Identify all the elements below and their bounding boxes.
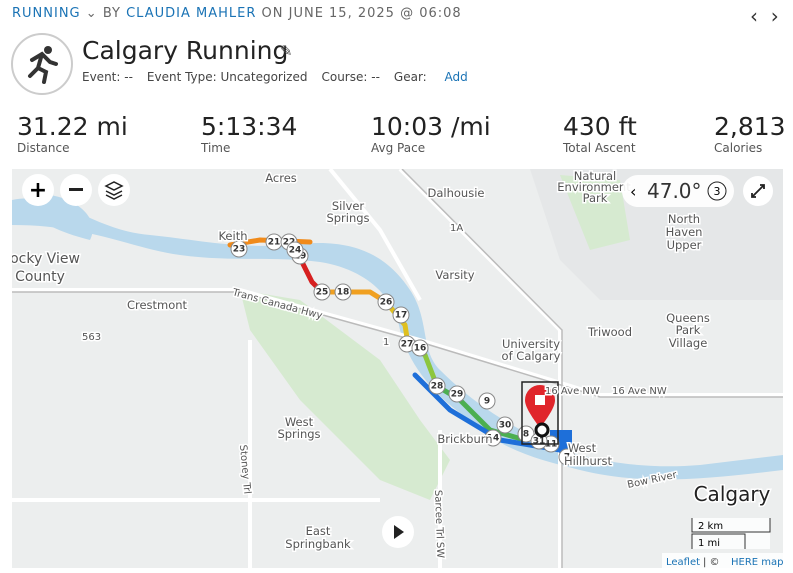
stat-label: Calories (714, 141, 763, 155)
edit-icon[interactable]: ✎ (280, 42, 293, 60)
sport-link[interactable]: RUNNING (12, 6, 81, 21)
by: BY (102, 6, 121, 21)
marker: 26 (380, 298, 393, 308)
gear-add[interactable]: Add (444, 70, 468, 84)
place: Acres (265, 171, 297, 185)
road: Sarcee Trl SW (432, 490, 445, 559)
marker: 27 (401, 340, 414, 350)
marker: 18 (337, 288, 350, 298)
map[interactable]: 23 21 22 19 24 25 18 26 17 27 16 28 29 9… (12, 169, 783, 568)
place: Springs (277, 427, 320, 441)
place: Calgary (694, 482, 771, 506)
zoom-in[interactable]: + (22, 174, 54, 206)
stat-label: Distance (17, 141, 70, 155)
stat-label: Total Ascent (563, 141, 636, 155)
scale-mi: 1 mi (698, 538, 720, 549)
activity-title: Calgary Running (82, 36, 289, 65)
marker: 25 (316, 288, 329, 298)
road: 16 Ave NW (545, 386, 600, 397)
fullscreen[interactable] (743, 176, 773, 206)
road: 1A (450, 223, 463, 234)
place: University (502, 337, 560, 351)
marker: 7 (564, 453, 570, 463)
svg-text:+: + (29, 178, 47, 203)
attribution-sep: | © (703, 557, 720, 568)
stat-label: Time (201, 141, 231, 155)
place: ocky View (12, 251, 80, 267)
stat-value: 2,813 (714, 112, 786, 141)
event[interactable]: Event: -- (82, 70, 133, 84)
rotation-count: 3 (714, 185, 721, 198)
place: Park (583, 191, 608, 205)
rotation: 47.0° (647, 179, 702, 203)
course[interactable]: Course: -- (321, 70, 380, 84)
place: Village (669, 336, 708, 350)
place: Dalhousie (428, 186, 485, 200)
attribution-here[interactable]: HERE maps (731, 557, 783, 568)
attribution-leaflet[interactable]: Leaflet (666, 557, 700, 568)
place: East (306, 524, 331, 538)
place: of Calgary (502, 349, 561, 363)
road: 563 (82, 332, 101, 343)
scale-bar: 2 km 1 mi (691, 518, 771, 549)
marker: 22 (283, 238, 296, 248)
distance-markers: 23 21 22 19 24 25 18 26 17 27 16 28 29 9… (230, 233, 576, 466)
gear: Gear: (393, 70, 427, 84)
marker: 14 (487, 434, 500, 444)
marker: 28 (431, 382, 444, 392)
place: Hillhurst (564, 454, 613, 468)
marker: 31 (533, 437, 546, 447)
stat-value: 430 ft (563, 112, 637, 141)
place: Upper (667, 238, 702, 252)
activity-icon (11, 33, 73, 95)
meta: Event: -- Event Type: Uncategorized Course… (82, 70, 468, 84)
stat-label: Avg Pace (371, 141, 426, 155)
breadcrumb: RUNNING ⌄ BY CLAUDIA MAHLER ON JUNE 15, … (12, 6, 462, 21)
svg-text:‹: ‹ (630, 182, 636, 201)
place: Park (676, 323, 701, 337)
marker: 21 (268, 238, 281, 248)
event-type[interactable]: Event Type: Uncategorized (146, 70, 308, 84)
place: Springs (326, 211, 369, 225)
place: Haven (666, 225, 703, 239)
place: Triwood (587, 325, 632, 339)
stat-value: 31.22 mi (17, 112, 128, 141)
zoom-out[interactable] (60, 174, 92, 206)
place: West (568, 441, 597, 455)
place: Springbank (285, 537, 351, 551)
place: Silver (332, 199, 365, 213)
marker: 9 (484, 397, 490, 407)
marker: 29 (451, 390, 464, 400)
place: Keith (218, 229, 247, 243)
marker: 17 (395, 311, 408, 321)
layers[interactable] (98, 174, 130, 206)
place: Crestmont (127, 298, 188, 312)
nav-arrows[interactable]: ‹ › (750, 4, 779, 28)
place: North (668, 212, 700, 226)
play-button[interactable] (382, 516, 414, 548)
place: Brickburn (437, 432, 492, 446)
place: County (15, 269, 65, 285)
rotation-control[interactable]: ‹ 47.0° 3 (622, 175, 734, 207)
author-link[interactable]: CLAUDIA MAHLER (126, 6, 257, 21)
marker: 30 (499, 421, 512, 431)
marker: 16 (414, 344, 427, 354)
place: Queens (666, 311, 710, 325)
place: West (285, 415, 314, 429)
marker: 23 (233, 245, 246, 255)
stat-value: 5:13:34 (201, 112, 298, 141)
date: ON JUNE 15, 2025 @ 06:08 (261, 6, 462, 21)
road: 16 Ave NW (612, 386, 667, 397)
place: Varsity (435, 268, 474, 282)
stat-value: 10:03 /mi (371, 112, 491, 141)
place-labels: Acres Silver Springs Dalhousie Natural E… (12, 169, 772, 553)
road: 1 (383, 337, 389, 348)
place: Natural (574, 169, 616, 183)
place: Environment (557, 180, 631, 194)
marker: 8 (523, 430, 529, 440)
scale-km: 2 km (698, 521, 723, 532)
marker: 24 (289, 246, 302, 256)
